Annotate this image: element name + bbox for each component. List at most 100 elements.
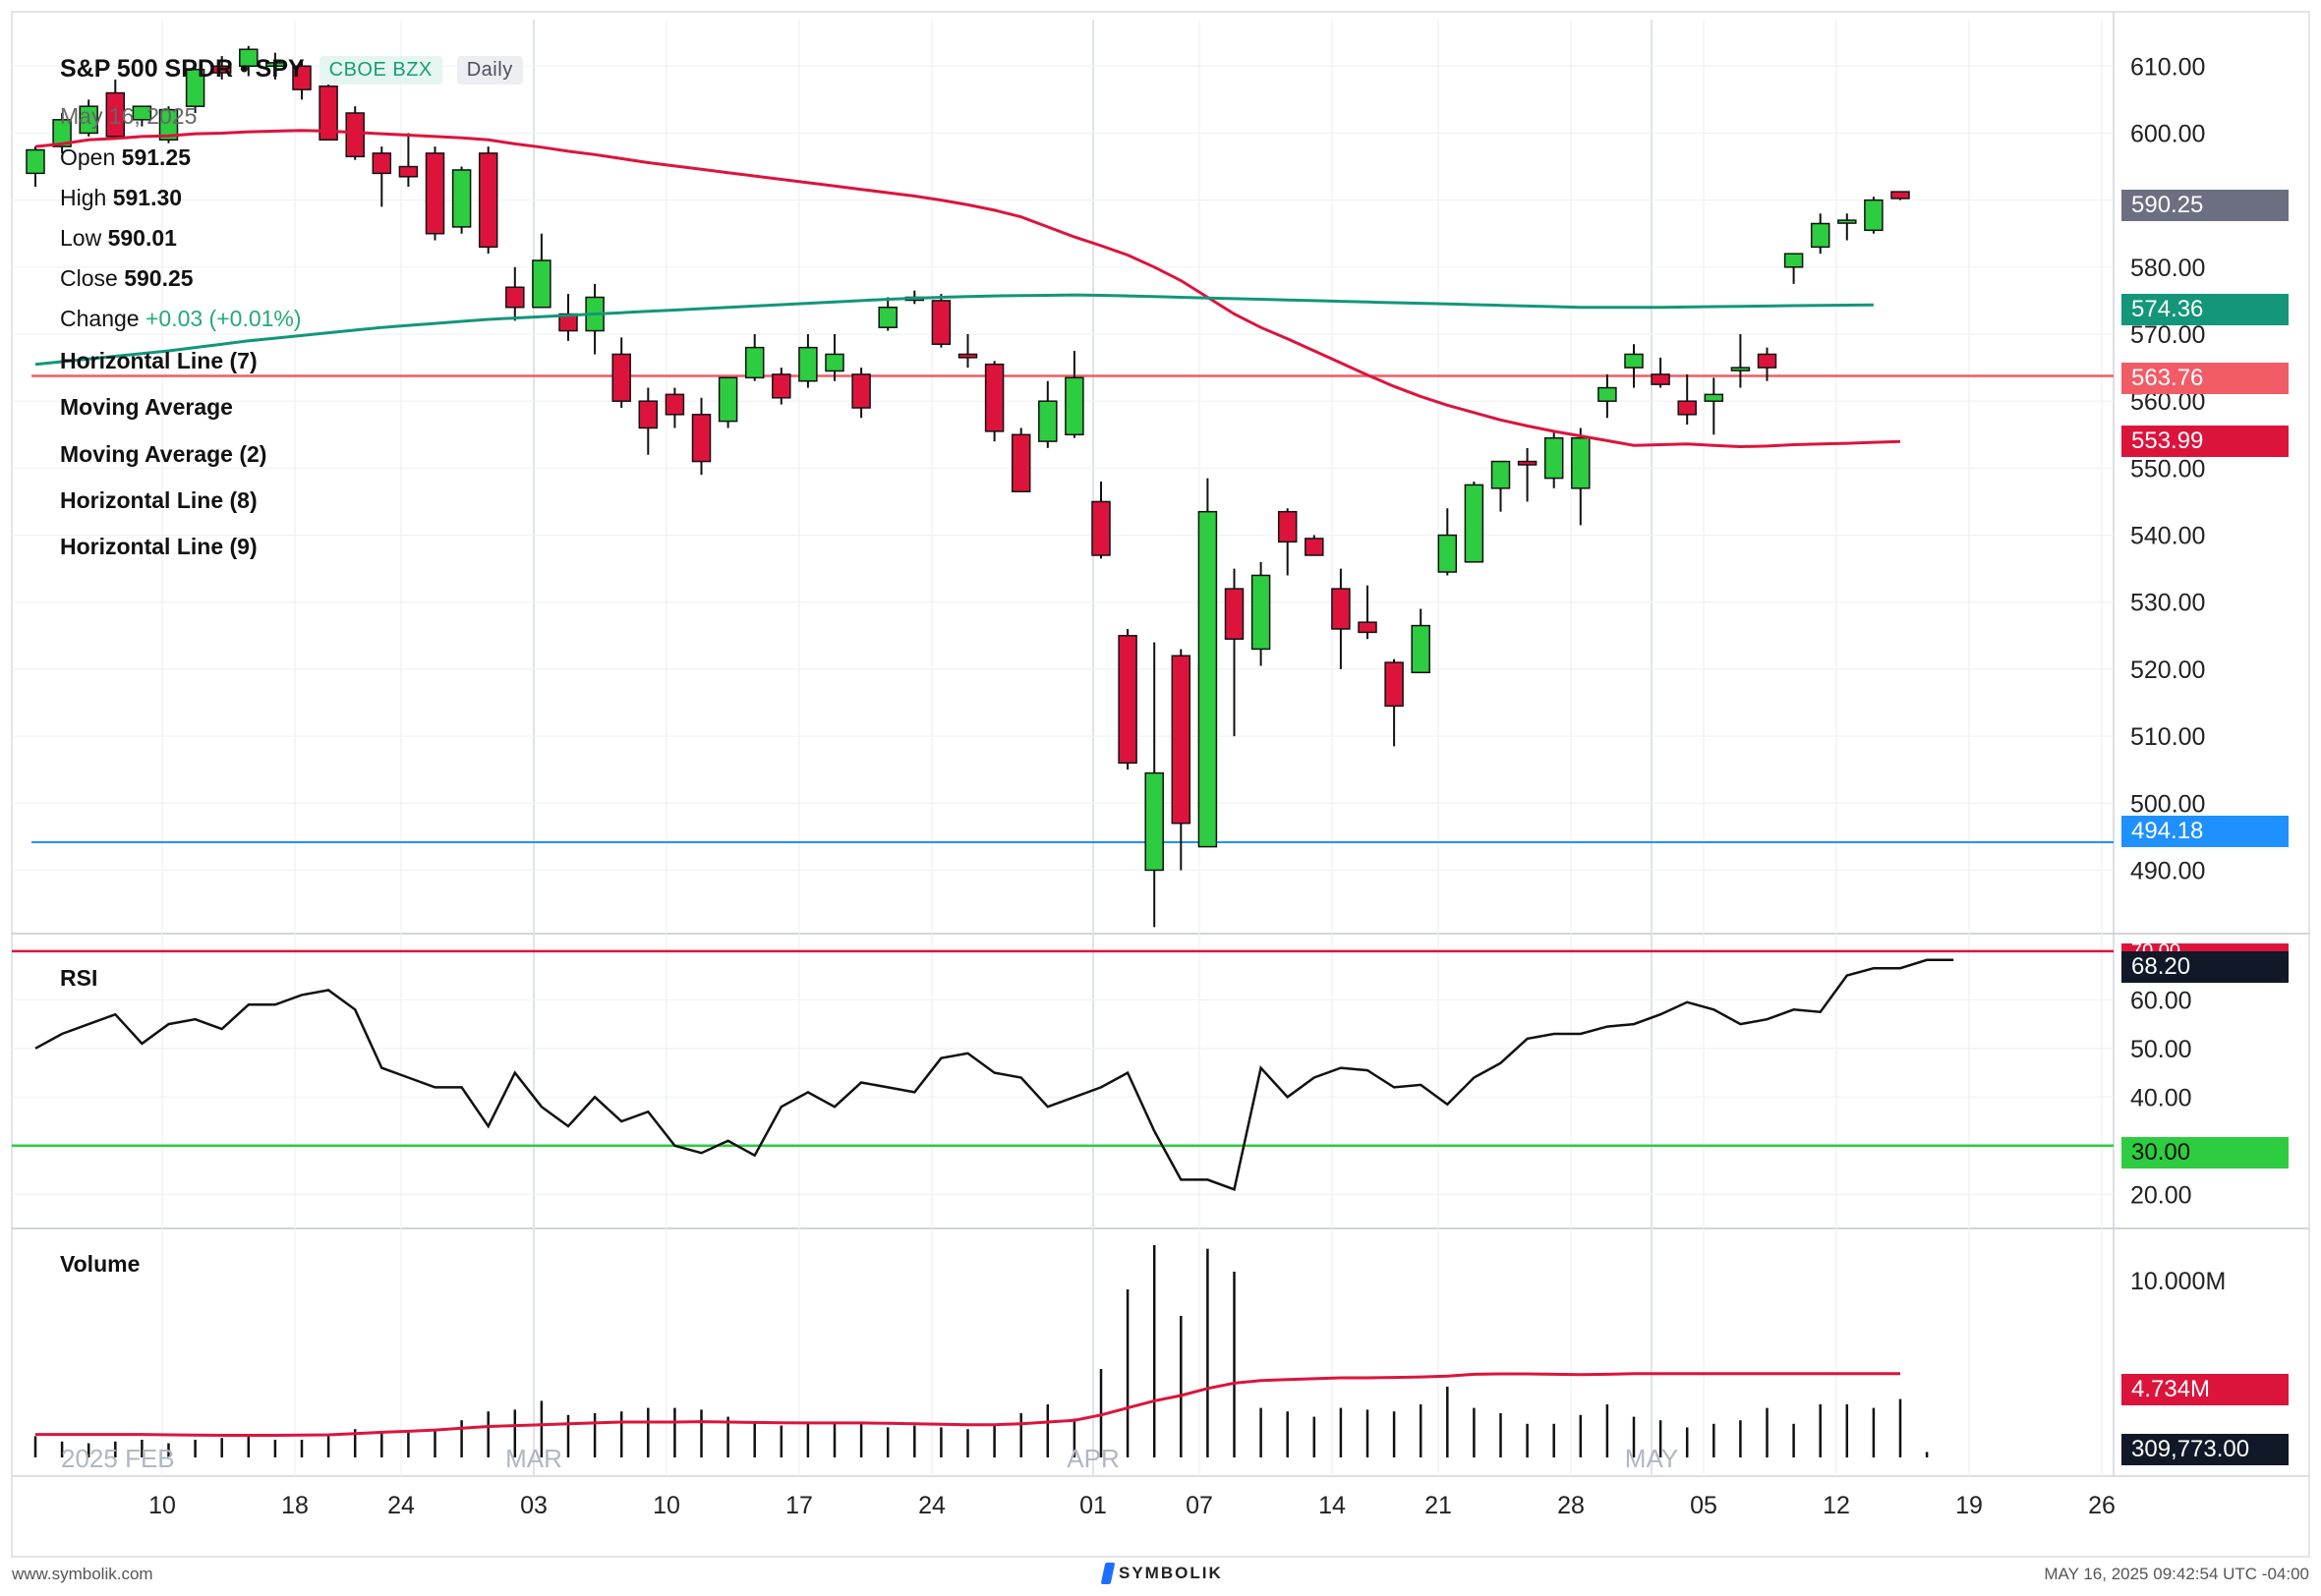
volume-panel: [33, 1245, 1929, 1457]
candle: [1118, 629, 1137, 770]
price-panel: [26, 45, 2114, 928]
candle: [1038, 380, 1058, 448]
candle: [505, 266, 525, 321]
candle: [372, 146, 392, 207]
candle-body: [1358, 621, 1377, 634]
hline-blue-tag: 494.18: [2121, 816, 2289, 847]
ohlc-close: Close 590.25: [60, 265, 194, 291]
price-tick-label: 570.00: [2130, 321, 2205, 349]
rsi-tick-label: 40.00: [2130, 1084, 2192, 1112]
candle: [1197, 478, 1218, 848]
candle: [1144, 642, 1164, 928]
candle: [292, 59, 312, 100]
candle-body: [957, 353, 978, 359]
candle: [239, 45, 259, 77]
candle-body: [185, 68, 205, 107]
footer-site[interactable]: www.symbolik.com: [12, 1565, 153, 1583]
candle: [79, 99, 98, 137]
study-horizontal-line-8[interactable]: Horizontal Line (8): [60, 487, 258, 513]
candle-body: [52, 119, 72, 147]
candle-body: [265, 62, 285, 68]
candle-body: [105, 91, 126, 138]
price-tick-label: 580.00: [2130, 255, 2205, 282]
candle-body: [1890, 191, 1910, 200]
candle: [1597, 373, 1617, 419]
x-tick-label: 10: [148, 1492, 176, 1519]
study-moving-average-2[interactable]: Moving Average (2): [60, 441, 267, 467]
candle: [319, 79, 338, 142]
chart-header: S&P 500 SPDR • SPY CBOE BZX Daily: [60, 55, 523, 85]
price-tick-label: 520.00: [2130, 656, 2205, 684]
ohlc-open: Open 591.25: [60, 144, 192, 170]
x-tick-label: 01: [1079, 1492, 1107, 1519]
ohlc-change: Change +0.03 (+0.01%): [60, 306, 302, 331]
ma-green-tag: 574.36: [2121, 294, 2289, 325]
candle-body: [319, 85, 338, 142]
candle-body: [1171, 655, 1191, 825]
candle: [1305, 535, 1324, 556]
interval-badge[interactable]: Daily: [456, 55, 523, 85]
candle: [1890, 191, 1910, 200]
candle-body: [158, 108, 179, 142]
candle: [52, 113, 72, 153]
candle: [1358, 585, 1377, 640]
x-tick-label: 18: [281, 1492, 309, 1519]
candle-body: [851, 373, 871, 409]
candle: [878, 297, 898, 331]
exchange-badge[interactable]: CBOE BZX: [319, 55, 442, 85]
candle-body: [478, 152, 498, 249]
candle: [1864, 197, 1884, 234]
candle: [798, 334, 818, 388]
study-moving-average[interactable]: Moving Average: [60, 394, 233, 420]
candle-body: [1571, 436, 1591, 489]
month-label: MAY: [1625, 1444, 1678, 1473]
rsi-title: RSI: [60, 965, 98, 991]
candle: [532, 233, 551, 309]
candle: [478, 146, 498, 255]
candle-body: [1038, 400, 1058, 442]
candle: [211, 56, 232, 80]
candle: [851, 368, 871, 419]
candle: [718, 376, 738, 428]
month-label: 2025 FEB: [61, 1444, 175, 1473]
candle-body: [1437, 534, 1458, 573]
x-tick-label: 07: [1186, 1492, 1213, 1519]
x-tick-label: 28: [1557, 1492, 1585, 1519]
rsi-value-tag: 68.20: [2121, 951, 2289, 983]
candle: [1277, 508, 1298, 576]
candle-body: [772, 373, 791, 399]
candle-body: [825, 353, 844, 372]
candle: [451, 166, 472, 234]
candle-body: [1677, 400, 1697, 416]
ohlc-low: Low 590.01: [60, 225, 177, 251]
candle-body: [1224, 588, 1245, 640]
header-date: May 16, 2025: [60, 103, 198, 129]
candle: [1730, 334, 1751, 388]
volume-tick-label: 10.000M: [2130, 1268, 2226, 1295]
study-horizontal-line-9[interactable]: Horizontal Line (9): [60, 534, 258, 559]
price-tick-label: 500.00: [2130, 790, 2205, 818]
candle-body: [1197, 510, 1218, 848]
candle: [1331, 568, 1351, 669]
candle: [1411, 608, 1430, 674]
rsi-tick-label: 50.00: [2130, 1036, 2192, 1063]
rsi-tick-label: 20.00: [2130, 1181, 2192, 1209]
candle: [1011, 428, 1031, 492]
x-tick-label: 03: [520, 1492, 548, 1519]
candle-body: [1250, 574, 1271, 651]
candle-body: [638, 400, 659, 429]
candle: [957, 334, 978, 369]
candle: [691, 397, 712, 476]
candle-body: [1597, 386, 1617, 402]
candle-body: [1411, 624, 1430, 674]
volume-last-tag: 309,773.00: [2121, 1434, 2289, 1465]
study-horizontal-line-7[interactable]: Horizontal Line (7): [60, 348, 258, 373]
candle-body: [798, 346, 818, 382]
x-tick-label: 26: [2088, 1492, 2116, 1519]
candle: [1065, 351, 1084, 438]
candle-body: [1651, 373, 1670, 385]
candle-body: [79, 105, 98, 135]
volume-title: Volume: [60, 1251, 141, 1277]
candle-body: [1517, 460, 1538, 466]
